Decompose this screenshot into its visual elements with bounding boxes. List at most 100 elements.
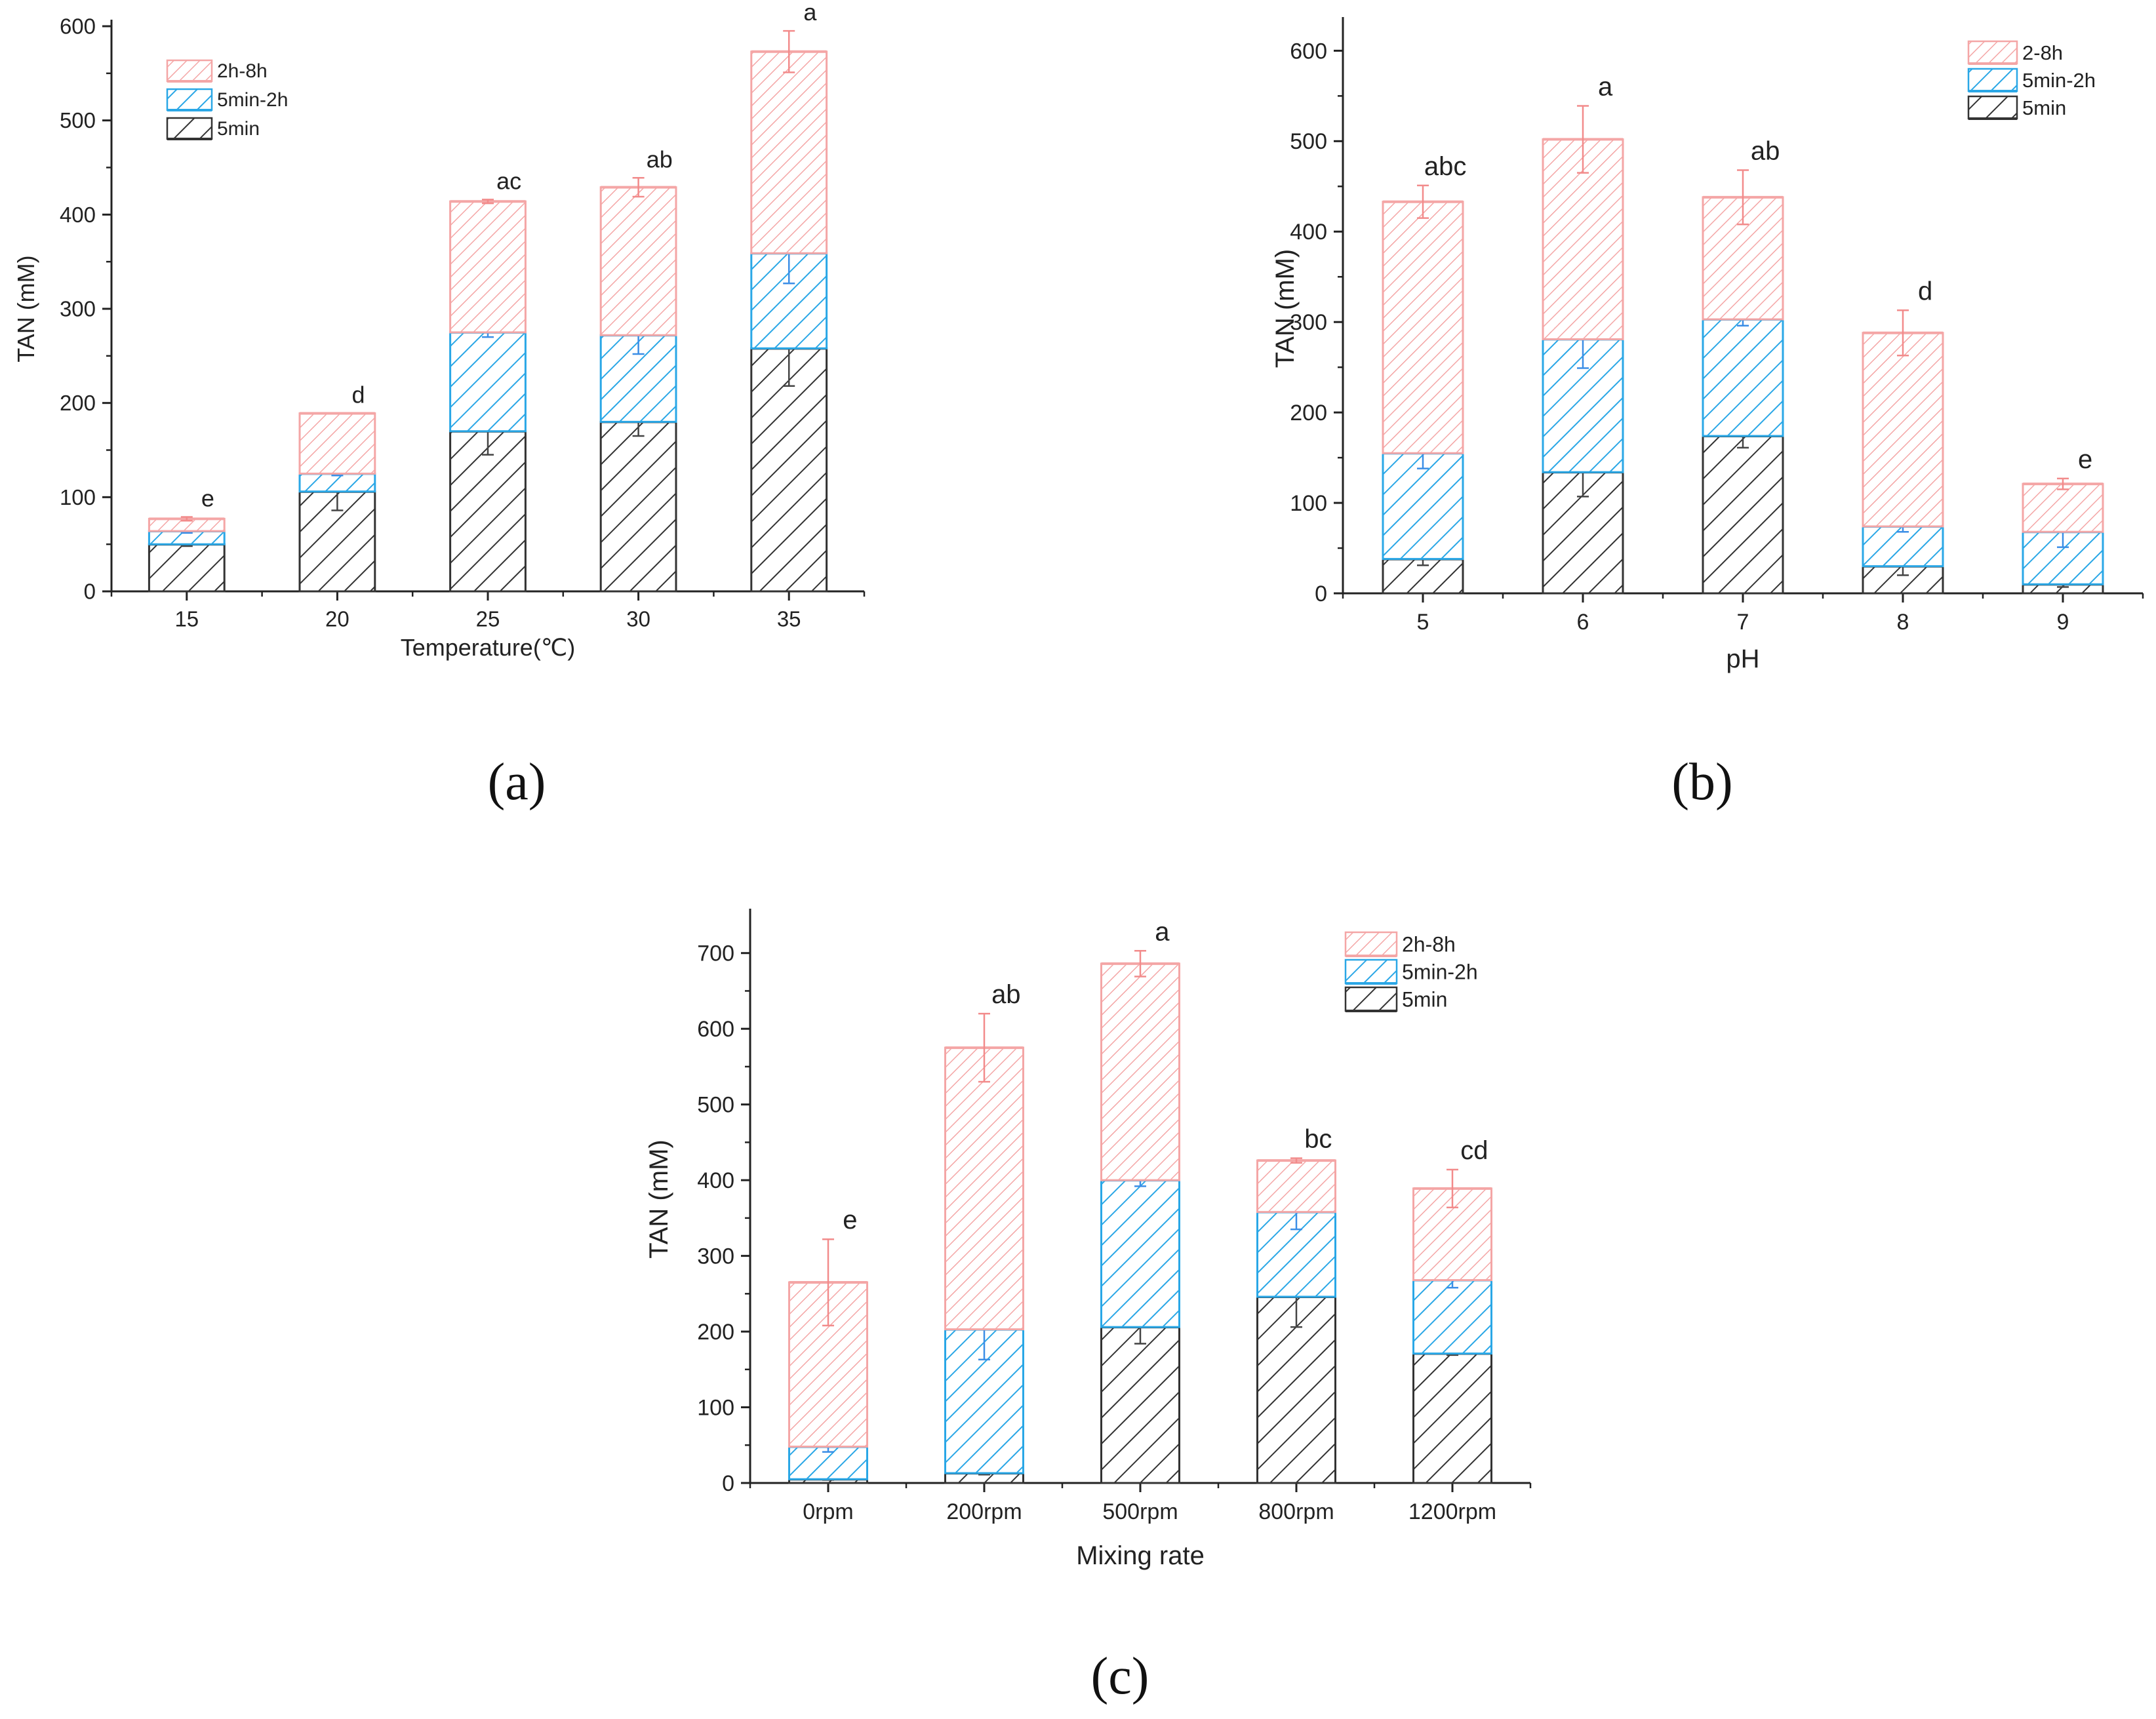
x-tick-label: 35 xyxy=(777,607,801,631)
significance-label: bc xyxy=(1304,1125,1332,1154)
bar-segment-5min-2h xyxy=(1702,318,1784,437)
x-tick-label: 5 xyxy=(1417,610,1429,635)
y-tick-label: 400 xyxy=(1290,220,1327,245)
legend: 2-8h 5min-2h 5min xyxy=(1967,40,2096,120)
significance-label: a xyxy=(803,0,817,26)
x-tick-label: 200rpm xyxy=(946,1499,1022,1524)
y-tick-label: 600 xyxy=(60,14,96,39)
legend-label: 2h-8h xyxy=(217,60,268,82)
bar-segment-2h-8h xyxy=(944,1046,1024,1331)
y-tick-label: 500 xyxy=(60,108,96,132)
significance-label: ab xyxy=(991,980,1021,1009)
bar-segment-5min xyxy=(1702,435,1784,595)
y-tick-label: 100 xyxy=(697,1395,734,1420)
legend-label: 2-8h xyxy=(2022,41,2063,64)
panel-caption-a: (a) xyxy=(488,753,546,811)
legend-swatch xyxy=(1967,95,2018,120)
legend-swatch xyxy=(1344,958,1398,985)
bar-segment-5min xyxy=(1412,1353,1492,1484)
legend-swatch xyxy=(1344,986,1398,1012)
y-tick-label: 300 xyxy=(697,1244,734,1269)
legend-swatch xyxy=(166,59,213,83)
x-tick-label: 9 xyxy=(2057,610,2069,635)
legend: 2h-8h 5min-2h 5min xyxy=(166,59,288,140)
legend-label: 5min xyxy=(217,118,260,140)
bar-segment-5min xyxy=(1100,1326,1180,1484)
legend: 2h-8h 5min-2h 5min xyxy=(1344,931,1478,1012)
legend-label: 5min-2h xyxy=(217,89,288,111)
x-tick-label: 500rpm xyxy=(1102,1499,1178,1524)
bar-segment-2h-8h xyxy=(1256,1159,1336,1214)
y-tick-label: 600 xyxy=(697,1017,734,1042)
y-axis-title: TAN (mM) xyxy=(645,1139,673,1258)
bar-segment-5min xyxy=(148,543,226,593)
bar-segment-5min-2h xyxy=(1862,525,1944,568)
significance-label: e xyxy=(843,1206,857,1235)
legend-label: 5min xyxy=(1402,988,1447,1012)
x-tick-label: 6 xyxy=(1577,610,1589,635)
bar-segment-5min-2h xyxy=(1382,452,1464,561)
x-tick-label: 800rpm xyxy=(1258,1499,1334,1524)
y-tick-label: 100 xyxy=(60,485,96,509)
significance-label: abc xyxy=(1424,152,1467,181)
bar-segment-2-8h xyxy=(2022,483,2104,533)
x-tick-label: 8 xyxy=(1897,610,1909,635)
legend-swatch xyxy=(166,117,213,140)
bar-segment-2h-8h xyxy=(599,186,677,336)
bar-segment-2-8h xyxy=(1862,332,1944,528)
y-tick-label: 0 xyxy=(84,580,96,604)
y-tick-label: 200 xyxy=(60,391,96,415)
x-axis-title: Temperature(℃) xyxy=(401,634,576,661)
significance-label: ab xyxy=(1751,136,1780,165)
x-tick-label: 20 xyxy=(325,607,349,631)
x-axis-title: Mixing rate xyxy=(1076,1541,1205,1570)
x-axis-title: pH xyxy=(1726,644,1759,673)
y-axis-title: TAN (mM) xyxy=(1271,249,1300,368)
x-tick-label: 0rpm xyxy=(803,1499,853,1524)
y-tick-label: 400 xyxy=(697,1168,734,1193)
significance-label: d xyxy=(1918,277,1932,306)
legend-label: 5min-2h xyxy=(1402,960,1478,984)
significance-label: a xyxy=(1598,73,1613,102)
y-tick-label: 200 xyxy=(697,1320,734,1345)
chart-panel-c: 0 100 200 300 400 500 600 700 0rpm 200rpm 500rpm 80… xyxy=(645,909,1532,1570)
y-tick-label: 300 xyxy=(1290,310,1327,335)
legend-label: 5min-2h xyxy=(2022,69,2096,92)
significance-label: e xyxy=(201,485,214,512)
bar-segment-5min-2h xyxy=(449,331,527,433)
y-tick-label: 700 xyxy=(697,941,734,966)
y-axis-title: TAN (mM) xyxy=(12,255,39,362)
x-tick-label: 25 xyxy=(476,607,500,631)
bar-segment-5min-2h xyxy=(1100,1179,1180,1328)
bar-segment-2-8h xyxy=(1382,201,1464,454)
x-tick-label: 1200rpm xyxy=(1408,1499,1496,1524)
y-tick-label: 300 xyxy=(60,297,96,321)
panel-caption-b: (b) xyxy=(1671,753,1732,811)
significance-label: ab xyxy=(647,146,673,172)
x-tick-label: 15 xyxy=(174,607,199,631)
bar-segment-2h-8h xyxy=(750,50,828,254)
bar-segment-2h-8h xyxy=(298,412,376,475)
significance-label: cd xyxy=(1460,1136,1488,1165)
legend-label: 2h-8h xyxy=(1402,933,1456,957)
bar-segment-5min xyxy=(449,430,527,593)
significance-label: a xyxy=(1155,917,1170,946)
y-tick-label: 200 xyxy=(1290,401,1327,425)
x-tick-label: 7 xyxy=(1737,610,1749,635)
bar-segment-2h-8h xyxy=(449,200,527,334)
panel-caption-c: (c) xyxy=(1091,1648,1149,1705)
legend-swatch xyxy=(166,88,213,111)
significance-label: ac xyxy=(496,167,521,194)
y-tick-label: 0 xyxy=(1315,582,1327,606)
legend-swatch xyxy=(1344,931,1398,957)
x-tick-label: 30 xyxy=(626,607,650,631)
chart-panel-b: 0 100 200 300 400 500 600 5 6 7 8 9 pH TAN (mM) abc a ab… xyxy=(1271,17,2144,673)
bar-segment-5min xyxy=(599,420,677,593)
y-tick-label: 100 xyxy=(1290,491,1327,516)
y-tick-label: 600 xyxy=(1290,39,1327,64)
legend-label: 5min xyxy=(2022,96,2066,119)
legend-swatch xyxy=(1967,40,2018,65)
y-tick-label: 400 xyxy=(60,203,96,227)
legend-swatch xyxy=(1967,68,2018,92)
